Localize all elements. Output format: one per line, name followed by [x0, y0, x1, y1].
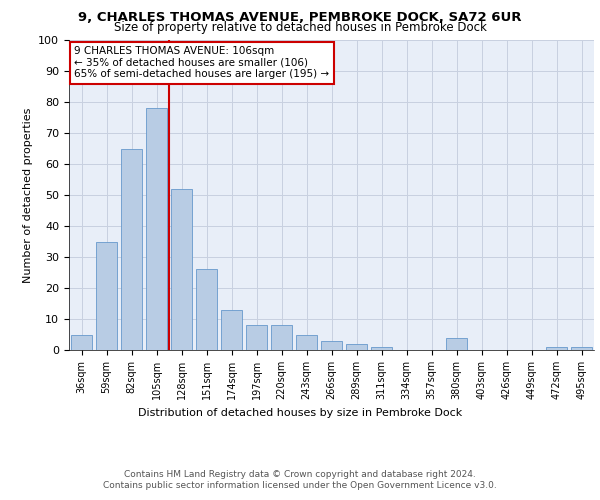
Bar	[346, 344, 367, 350]
Y-axis label: Number of detached properties: Number of detached properties	[23, 108, 33, 282]
Bar	[446, 338, 467, 350]
Bar	[121, 148, 142, 350]
Bar	[146, 108, 167, 350]
Bar	[96, 242, 117, 350]
Bar	[171, 189, 192, 350]
Bar	[571, 347, 592, 350]
Bar	[371, 347, 392, 350]
Text: 9 CHARLES THOMAS AVENUE: 106sqm
← 35% of detached houses are smaller (106)
65% o: 9 CHARLES THOMAS AVENUE: 106sqm ← 35% of…	[74, 46, 329, 80]
Text: Contains public sector information licensed under the Open Government Licence v3: Contains public sector information licen…	[103, 481, 497, 490]
Text: Size of property relative to detached houses in Pembroke Dock: Size of property relative to detached ho…	[113, 22, 487, 35]
Bar	[546, 347, 567, 350]
Bar	[246, 325, 267, 350]
Bar	[71, 334, 92, 350]
Text: 9, CHARLES THOMAS AVENUE, PEMBROKE DOCK, SA72 6UR: 9, CHARLES THOMAS AVENUE, PEMBROKE DOCK,…	[78, 11, 522, 24]
Bar	[296, 334, 317, 350]
Text: Distribution of detached houses by size in Pembroke Dock: Distribution of detached houses by size …	[138, 408, 462, 418]
Bar	[196, 270, 217, 350]
Text: Contains HM Land Registry data © Crown copyright and database right 2024.: Contains HM Land Registry data © Crown c…	[124, 470, 476, 479]
Bar	[221, 310, 242, 350]
Bar	[271, 325, 292, 350]
Bar	[321, 340, 342, 350]
